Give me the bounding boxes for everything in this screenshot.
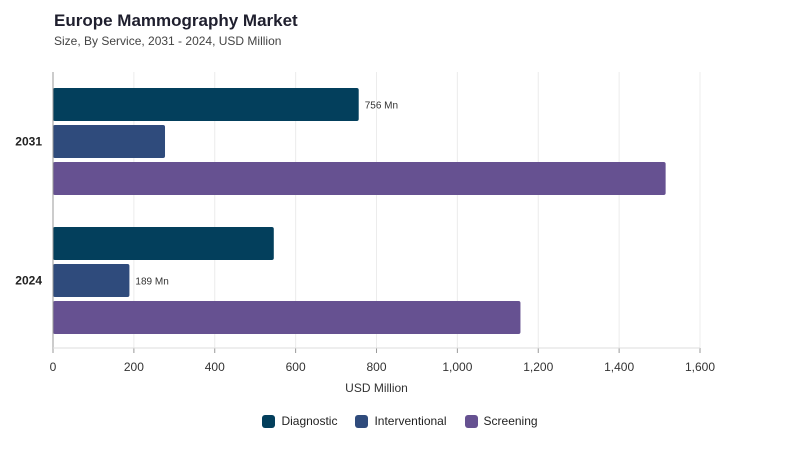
- bar-screening-2024[interactable]: [53, 301, 521, 334]
- x-tick-label: 1,600: [685, 360, 715, 374]
- bar-diagnostic-2031[interactable]: [53, 88, 359, 121]
- data-label: 756 Mn: [365, 101, 398, 112]
- bar-diagnostic-2024[interactable]: [53, 227, 274, 260]
- x-tick-label: 800: [366, 360, 386, 374]
- bar-chart: 756 Mn 189 Mn 0 200 400 600 800 1,000 1,200 1,40…: [15, 72, 715, 395]
- legend-label-diagnostic: Diagnostic: [281, 414, 338, 428]
- x-tick-label: 400: [205, 360, 225, 374]
- chart-subtitle: Size, By Service, 2031 - 2024, USD Milli…: [54, 34, 282, 48]
- x-tick-label: 0: [50, 360, 57, 374]
- y-category-label: 2024: [15, 274, 42, 288]
- legend-label-screening: Screening: [483, 414, 538, 428]
- legend-label-interventional: Interventional: [374, 414, 447, 428]
- bar-screening-2031[interactable]: [53, 162, 666, 195]
- x-tick-label: 1,400: [604, 360, 634, 374]
- x-tick-label: 200: [124, 360, 144, 374]
- y-category-label: 2031: [15, 135, 42, 149]
- x-tick-label: 1,000: [442, 360, 472, 374]
- legend-item-diagnostic[interactable]: Diagnostic: [262, 414, 337, 428]
- bar-interventional-2024[interactable]: [53, 264, 130, 297]
- bars: [53, 88, 666, 334]
- data-labels: 756 Mn 189 Mn: [135, 101, 398, 288]
- bar-interventional-2031[interactable]: [53, 125, 166, 158]
- chart-title: Europe Mammography Market: [54, 11, 298, 30]
- legend-swatch-screening: [464, 414, 478, 428]
- legend-swatch-interventional: [355, 414, 369, 428]
- x-tick-label: 600: [286, 360, 306, 374]
- legend: Diagnostic Interventional Screening: [0, 414, 800, 428]
- x-axis-title: USD Million: [345, 381, 408, 395]
- legend-item-interventional[interactable]: Interventional: [355, 414, 447, 428]
- legend-item-screening[interactable]: Screening: [464, 414, 538, 428]
- axes: 0 200 400 600 800 1,000 1,200 1,400 1,600 USD Mil…: [15, 72, 715, 395]
- legend-swatch-diagnostic: [262, 414, 276, 428]
- data-label: 189 Mn: [135, 277, 168, 288]
- x-tick-label: 1,200: [523, 360, 553, 374]
